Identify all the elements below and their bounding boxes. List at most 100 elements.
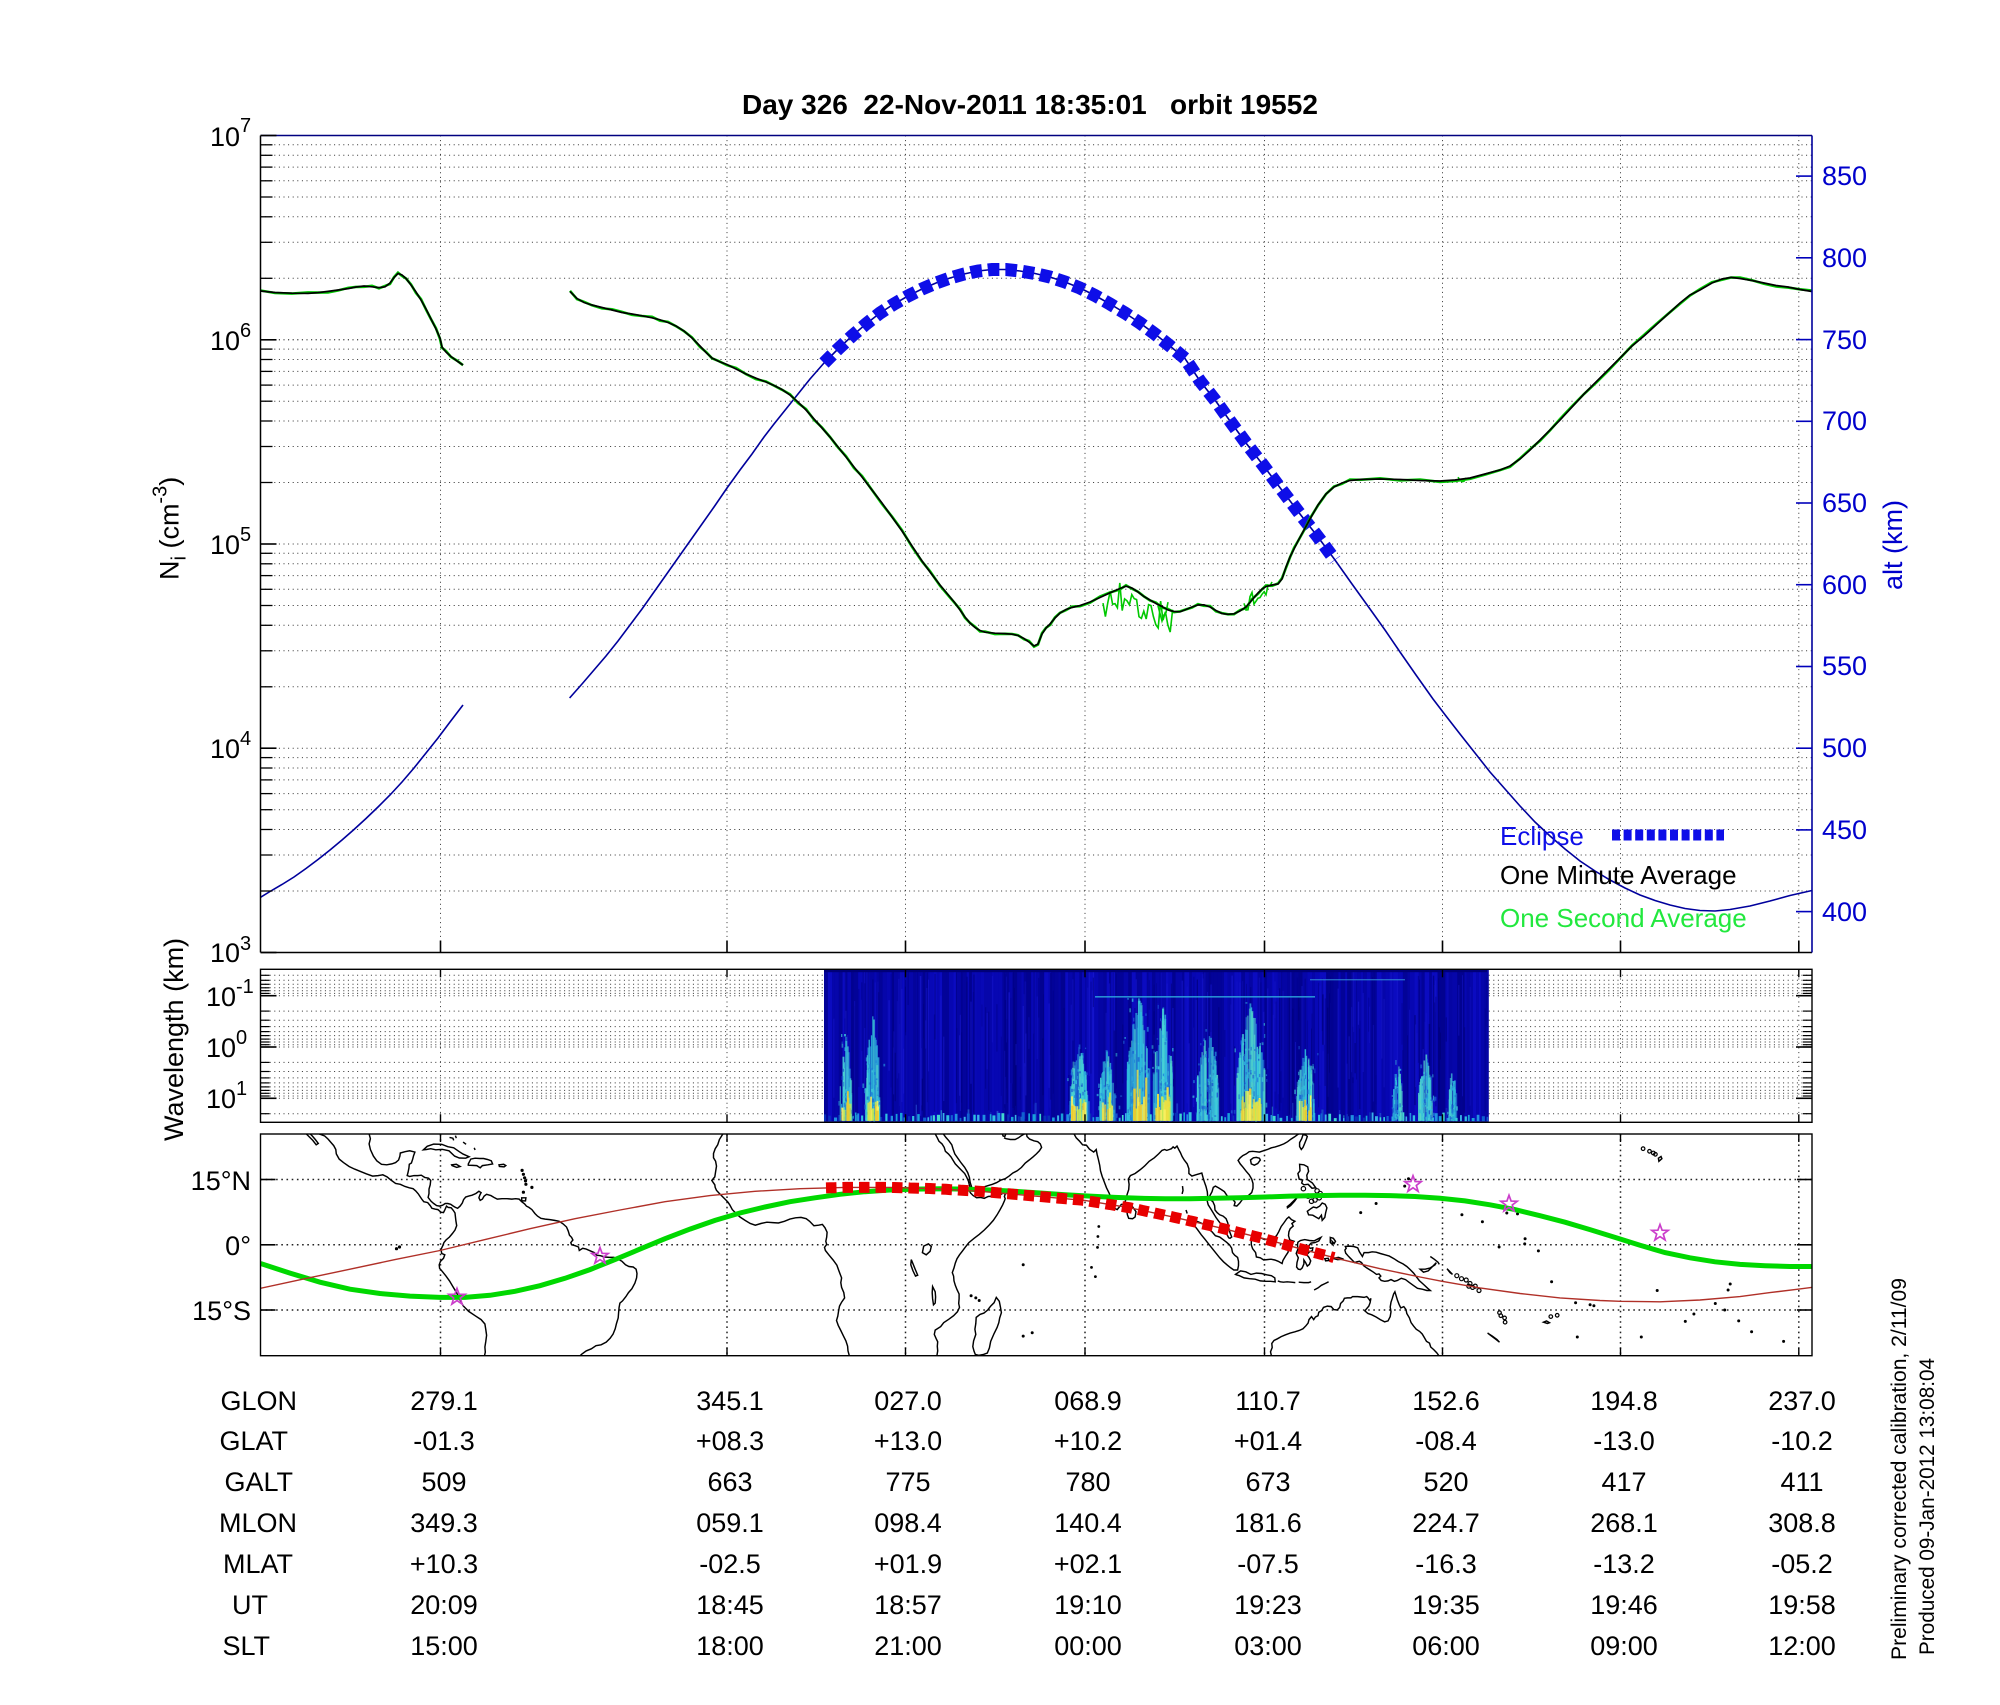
- svg-text:308.8: 308.8: [1768, 1508, 1836, 1538]
- svg-text:10: 10: [210, 122, 240, 152]
- svg-text:19:23: 19:23: [1234, 1590, 1302, 1620]
- svg-text:5: 5: [240, 524, 251, 546]
- svg-text:-08.4: -08.4: [1415, 1426, 1477, 1456]
- svg-text:Ni (cm-3): Ni (cm-3): [150, 477, 191, 580]
- svg-text:700: 700: [1822, 406, 1867, 436]
- svg-text:00:00: 00:00: [1054, 1631, 1122, 1661]
- svg-text:6: 6: [240, 320, 251, 342]
- svg-text:268.1: 268.1: [1590, 1508, 1658, 1538]
- svg-text:10: 10: [206, 1033, 236, 1063]
- svg-text:098.4: 098.4: [874, 1508, 942, 1538]
- svg-text:19:58: 19:58: [1768, 1590, 1836, 1620]
- svg-text:GALT: GALT: [224, 1467, 293, 1497]
- svg-text:-07.5: -07.5: [1237, 1549, 1299, 1579]
- svg-text:+13.0: +13.0: [874, 1426, 942, 1456]
- svg-text:UT: UT: [232, 1590, 268, 1620]
- svg-text:One Second Average: One Second Average: [1500, 903, 1747, 933]
- svg-text:-05.2: -05.2: [1771, 1549, 1833, 1579]
- svg-text:663: 663: [707, 1467, 752, 1497]
- svg-text:10: 10: [210, 734, 240, 764]
- svg-text:068.9: 068.9: [1054, 1386, 1122, 1416]
- svg-text:19:10: 19:10: [1054, 1590, 1122, 1620]
- svg-text:GLAT: GLAT: [219, 1426, 288, 1456]
- svg-text:780: 780: [1065, 1467, 1110, 1497]
- svg-text:Preliminary corrected calibrat: Preliminary corrected calibration, 2/11/…: [1888, 1278, 1911, 1660]
- svg-text:-13.0: -13.0: [1593, 1426, 1655, 1456]
- svg-text:027.0: 027.0: [874, 1386, 942, 1416]
- svg-text:alt (km): alt (km): [1878, 500, 1908, 590]
- svg-text:09:00: 09:00: [1590, 1631, 1658, 1661]
- svg-text:-10.2: -10.2: [1771, 1426, 1833, 1456]
- svg-text:-16.3: -16.3: [1415, 1549, 1477, 1579]
- svg-text:19:35: 19:35: [1412, 1590, 1480, 1620]
- svg-text:-13.2: -13.2: [1593, 1549, 1655, 1579]
- svg-text:0°: 0°: [225, 1231, 251, 1261]
- svg-text:800: 800: [1822, 243, 1867, 273]
- svg-text:-01.3: -01.3: [413, 1426, 475, 1456]
- svg-text:400: 400: [1822, 897, 1867, 927]
- svg-text:775: 775: [885, 1467, 930, 1497]
- svg-text:+02.1: +02.1: [1054, 1549, 1122, 1579]
- svg-text:10: 10: [210, 326, 240, 356]
- svg-text:0: 0: [236, 1027, 247, 1049]
- svg-text:152.6: 152.6: [1412, 1386, 1480, 1416]
- svg-text:500: 500: [1822, 733, 1867, 763]
- svg-text:+08.3: +08.3: [696, 1426, 764, 1456]
- svg-text:1: 1: [236, 1078, 247, 1100]
- svg-text:673: 673: [1245, 1467, 1290, 1497]
- svg-text:Produced 09-Jan-2012 13:08:04: Produced 09-Jan-2012 13:08:04: [1916, 1358, 1939, 1655]
- svg-text:15°S: 15°S: [192, 1296, 251, 1326]
- svg-text:450: 450: [1822, 815, 1867, 845]
- svg-text:Eclipse: Eclipse: [1500, 821, 1584, 851]
- svg-text:+10.3: +10.3: [410, 1549, 478, 1579]
- svg-text:+10.2: +10.2: [1054, 1426, 1122, 1456]
- svg-text:650: 650: [1822, 488, 1867, 518]
- svg-text:10: 10: [210, 530, 240, 560]
- svg-text:MLAT: MLAT: [223, 1549, 293, 1579]
- svg-text:19:46: 19:46: [1590, 1590, 1658, 1620]
- svg-text:12:00: 12:00: [1768, 1631, 1836, 1661]
- svg-text:520: 520: [1423, 1467, 1468, 1497]
- svg-text:550: 550: [1822, 651, 1867, 681]
- svg-text:750: 750: [1822, 325, 1867, 355]
- svg-text:10: 10: [206, 1084, 236, 1114]
- svg-text:417: 417: [1601, 1467, 1646, 1497]
- svg-text:349.3: 349.3: [410, 1508, 478, 1538]
- svg-text:224.7: 224.7: [1412, 1508, 1480, 1538]
- svg-text:MLON: MLON: [219, 1508, 297, 1538]
- svg-text:21:00: 21:00: [874, 1631, 942, 1661]
- svg-text:Day 326 22-Nov-2011 18:35:01: Day 326 22-Nov-2011 18:35:01 orbit 19552: [742, 89, 1318, 120]
- svg-text:600: 600: [1822, 570, 1867, 600]
- svg-text:509: 509: [421, 1467, 466, 1497]
- svg-text:03:00: 03:00: [1234, 1631, 1302, 1661]
- svg-text:GLON: GLON: [220, 1386, 297, 1416]
- svg-text:-02.5: -02.5: [699, 1549, 761, 1579]
- svg-text:-1: -1: [236, 976, 254, 998]
- svg-text:+01.9: +01.9: [874, 1549, 942, 1579]
- svg-text:18:45: 18:45: [696, 1590, 764, 1620]
- svg-text:10: 10: [206, 982, 236, 1012]
- svg-text:15:00: 15:00: [410, 1631, 478, 1661]
- svg-text:279.1: 279.1: [410, 1386, 478, 1416]
- svg-text:+01.4: +01.4: [1234, 1426, 1302, 1456]
- svg-text:20:09: 20:09: [410, 1590, 478, 1620]
- svg-text:7: 7: [240, 115, 251, 137]
- svg-text:SLT: SLT: [222, 1631, 270, 1661]
- svg-text:Wavelength (km): Wavelength (km): [159, 938, 189, 1141]
- svg-text:18:00: 18:00: [696, 1631, 764, 1661]
- svg-text:3: 3: [240, 933, 251, 955]
- svg-text:237.0: 237.0: [1768, 1386, 1836, 1416]
- svg-text:850: 850: [1822, 161, 1867, 191]
- svg-text:059.1: 059.1: [696, 1508, 764, 1538]
- svg-text:4: 4: [240, 728, 251, 750]
- svg-text:194.8: 194.8: [1590, 1386, 1658, 1416]
- svg-text:15°N: 15°N: [191, 1166, 251, 1196]
- svg-text:181.6: 181.6: [1234, 1508, 1302, 1538]
- svg-text:110.7: 110.7: [1235, 1386, 1301, 1416]
- svg-text:18:57: 18:57: [874, 1590, 942, 1620]
- svg-text:140.4: 140.4: [1054, 1508, 1122, 1538]
- svg-text:One Minute Average: One Minute Average: [1500, 860, 1737, 890]
- svg-text:345.1: 345.1: [696, 1386, 764, 1416]
- svg-text:06:00: 06:00: [1412, 1631, 1480, 1661]
- svg-text:411: 411: [1780, 1467, 1823, 1497]
